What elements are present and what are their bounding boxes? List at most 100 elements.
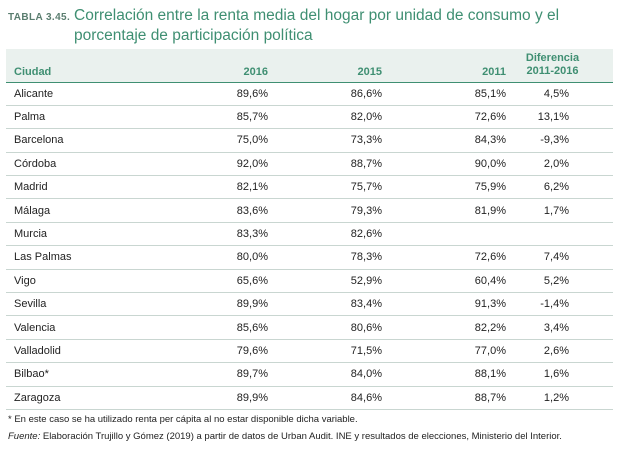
cell-2011: 77,0% bbox=[386, 339, 510, 364]
header-difference-line1: Diferencia bbox=[525, 51, 580, 64]
cell-difference: 3,4% bbox=[510, 315, 613, 340]
cell-2016: 89,7% bbox=[170, 362, 272, 387]
cell-difference: 7,4% bbox=[510, 245, 613, 270]
header-difference-line2: 2011-2016 bbox=[526, 64, 579, 77]
cell-2016: 83,6% bbox=[170, 198, 272, 223]
cell-city: Málaga bbox=[6, 198, 170, 223]
cell-city: Palma bbox=[6, 105, 170, 130]
cell-2015: 83,4% bbox=[272, 292, 386, 317]
cell-2011: 90,0% bbox=[386, 152, 510, 177]
cell-city: Córdoba bbox=[6, 152, 170, 177]
cell-2016: 89,9% bbox=[170, 386, 272, 410]
cell-2011: 72,6% bbox=[386, 105, 510, 130]
cell-2011: 88,1% bbox=[386, 362, 510, 387]
table-row: Murcia 83,3% 82,6% bbox=[6, 222, 613, 247]
cell-2016: 92,0% bbox=[170, 152, 272, 177]
cell-city: Barcelona bbox=[6, 128, 170, 153]
cell-difference: 1,2% bbox=[510, 386, 613, 410]
data-table: Ciudad 2016 2015 2011 Diferencia 2011-20… bbox=[6, 49, 613, 410]
cell-city: Murcia bbox=[6, 222, 170, 247]
cell-2015: 52,9% bbox=[272, 269, 386, 294]
cell-difference: -9,3% bbox=[510, 128, 613, 153]
cell-difference: -1,4% bbox=[510, 292, 613, 317]
cell-2015: 88,7% bbox=[272, 152, 386, 177]
cell-2015: 71,5% bbox=[272, 339, 386, 364]
cell-2016: 80,0% bbox=[170, 245, 272, 270]
footnote: * En este caso se ha utilizado renta per… bbox=[8, 414, 358, 425]
cell-2011: 75,9% bbox=[386, 175, 510, 200]
source-text: Elaboración Trujillo y Gómez (2019) a pa… bbox=[40, 431, 562, 442]
cell-difference bbox=[510, 222, 613, 247]
cell-difference: 2,0% bbox=[510, 152, 613, 177]
cell-difference: 5,2% bbox=[510, 269, 613, 294]
table-row: Córdoba 92,0% 88,7% 90,0% 2,0% bbox=[6, 152, 613, 177]
cell-2015: 84,6% bbox=[272, 386, 386, 410]
cell-2016: 83,3% bbox=[170, 222, 272, 247]
source-label: Fuente: bbox=[8, 431, 41, 442]
table-row: Las Palmas 80,0% 78,3% 72,6% 7,4% bbox=[6, 245, 613, 270]
cell-2016: 85,7% bbox=[170, 105, 272, 130]
cell-2011: 88,7% bbox=[386, 386, 510, 410]
cell-2016: 85,6% bbox=[170, 315, 272, 340]
cell-2011: 84,3% bbox=[386, 128, 510, 153]
cell-difference: 13,1% bbox=[510, 105, 613, 130]
cell-2011: 72,6% bbox=[386, 245, 510, 270]
table-row: Zaragoza 89,9% 84,6% 88,7% 1,2% bbox=[6, 386, 613, 410]
cell-city: Bilbao* bbox=[6, 362, 170, 387]
cell-2016: 75,0% bbox=[170, 128, 272, 153]
table-label: TABLA 3.45. bbox=[8, 12, 71, 23]
cell-2016: 89,6% bbox=[170, 81, 272, 106]
cell-2011: 82,2% bbox=[386, 315, 510, 340]
cell-city: Valladolid bbox=[6, 339, 170, 364]
table-row: Valencia 85,6% 80,6% 82,2% 3,4% bbox=[6, 315, 613, 340]
table-row: Sevilla 89,9% 83,4% 91,3% -1,4% bbox=[6, 292, 613, 317]
header-2015: 2015 bbox=[357, 65, 382, 78]
cell-city: Vigo bbox=[6, 269, 170, 294]
cell-city: Madrid bbox=[6, 175, 170, 200]
cell-2011 bbox=[386, 222, 510, 247]
cell-2016: 79,6% bbox=[170, 339, 272, 364]
header-difference: Diferencia 2011-2016 bbox=[510, 49, 613, 82]
table-title: Correlación entre la renta media del hog… bbox=[74, 7, 560, 44]
table-row: Vigo 65,6% 52,9% 60,4% 5,2% bbox=[6, 269, 613, 294]
table-row: Madrid 82,1% 75,7% 75,9% 6,2% bbox=[6, 175, 613, 200]
cell-2011: 81,9% bbox=[386, 198, 510, 223]
cell-2011: 60,4% bbox=[386, 269, 510, 294]
table-row: Bilbao* 89,7% 84,0% 88,1% 1,6% bbox=[6, 362, 613, 387]
cell-2016: 65,6% bbox=[170, 269, 272, 294]
cell-2015: 78,3% bbox=[272, 245, 386, 270]
cell-difference: 4,5% bbox=[510, 81, 613, 106]
cell-2011: 91,3% bbox=[386, 292, 510, 317]
table-row: Palma 85,7% 82,0% 72,6% 13,1% bbox=[6, 105, 613, 130]
cell-city: Las Palmas bbox=[6, 245, 170, 270]
table-header-row: Ciudad 2016 2015 2011 Diferencia 2011-20… bbox=[6, 49, 613, 82]
cell-city: Sevilla bbox=[6, 292, 170, 317]
cell-2015: 73,3% bbox=[272, 128, 386, 153]
cell-city: Zaragoza bbox=[6, 386, 170, 410]
cell-2016: 89,9% bbox=[170, 292, 272, 317]
notes: * En este caso se ha utilizado renta per… bbox=[8, 411, 613, 445]
header-city: Ciudad bbox=[14, 65, 52, 78]
cell-city: Valencia bbox=[6, 315, 170, 340]
table-row: Málaga 83,6% 79,3% 81,9% 1,7% bbox=[6, 198, 613, 223]
cell-2015: 84,0% bbox=[272, 362, 386, 387]
cell-city: Alicante bbox=[6, 81, 170, 106]
table-row: Valladolid 79,6% 71,5% 77,0% 2,6% bbox=[6, 339, 613, 364]
source-note: Fuente: Elaboración Trujillo y Gómez (20… bbox=[8, 428, 613, 445]
cell-difference: 1,7% bbox=[510, 198, 613, 223]
cell-difference: 1,6% bbox=[510, 362, 613, 387]
cell-2016: 82,1% bbox=[170, 175, 272, 200]
table-row: Barcelona 75,0% 73,3% 84,3% -9,3% bbox=[6, 128, 613, 153]
cell-2015: 80,6% bbox=[272, 315, 386, 340]
cell-2015: 86,6% bbox=[272, 81, 386, 106]
cell-difference: 6,2% bbox=[510, 175, 613, 200]
cell-2015: 82,6% bbox=[272, 222, 386, 247]
cell-2015: 82,0% bbox=[272, 105, 386, 130]
cell-2011: 85,1% bbox=[386, 81, 510, 106]
cell-2015: 75,7% bbox=[272, 175, 386, 200]
cell-2015: 79,3% bbox=[272, 198, 386, 223]
table-body: Alicante 89,6% 86,6% 85,1% 4,5% Palma 85,7% 82,… bbox=[6, 81, 613, 410]
table-row: Alicante 89,6% 86,6% 85,1% 4,5% bbox=[6, 81, 613, 106]
cell-difference: 2,6% bbox=[510, 339, 613, 364]
header-2016: 2016 bbox=[243, 65, 268, 78]
